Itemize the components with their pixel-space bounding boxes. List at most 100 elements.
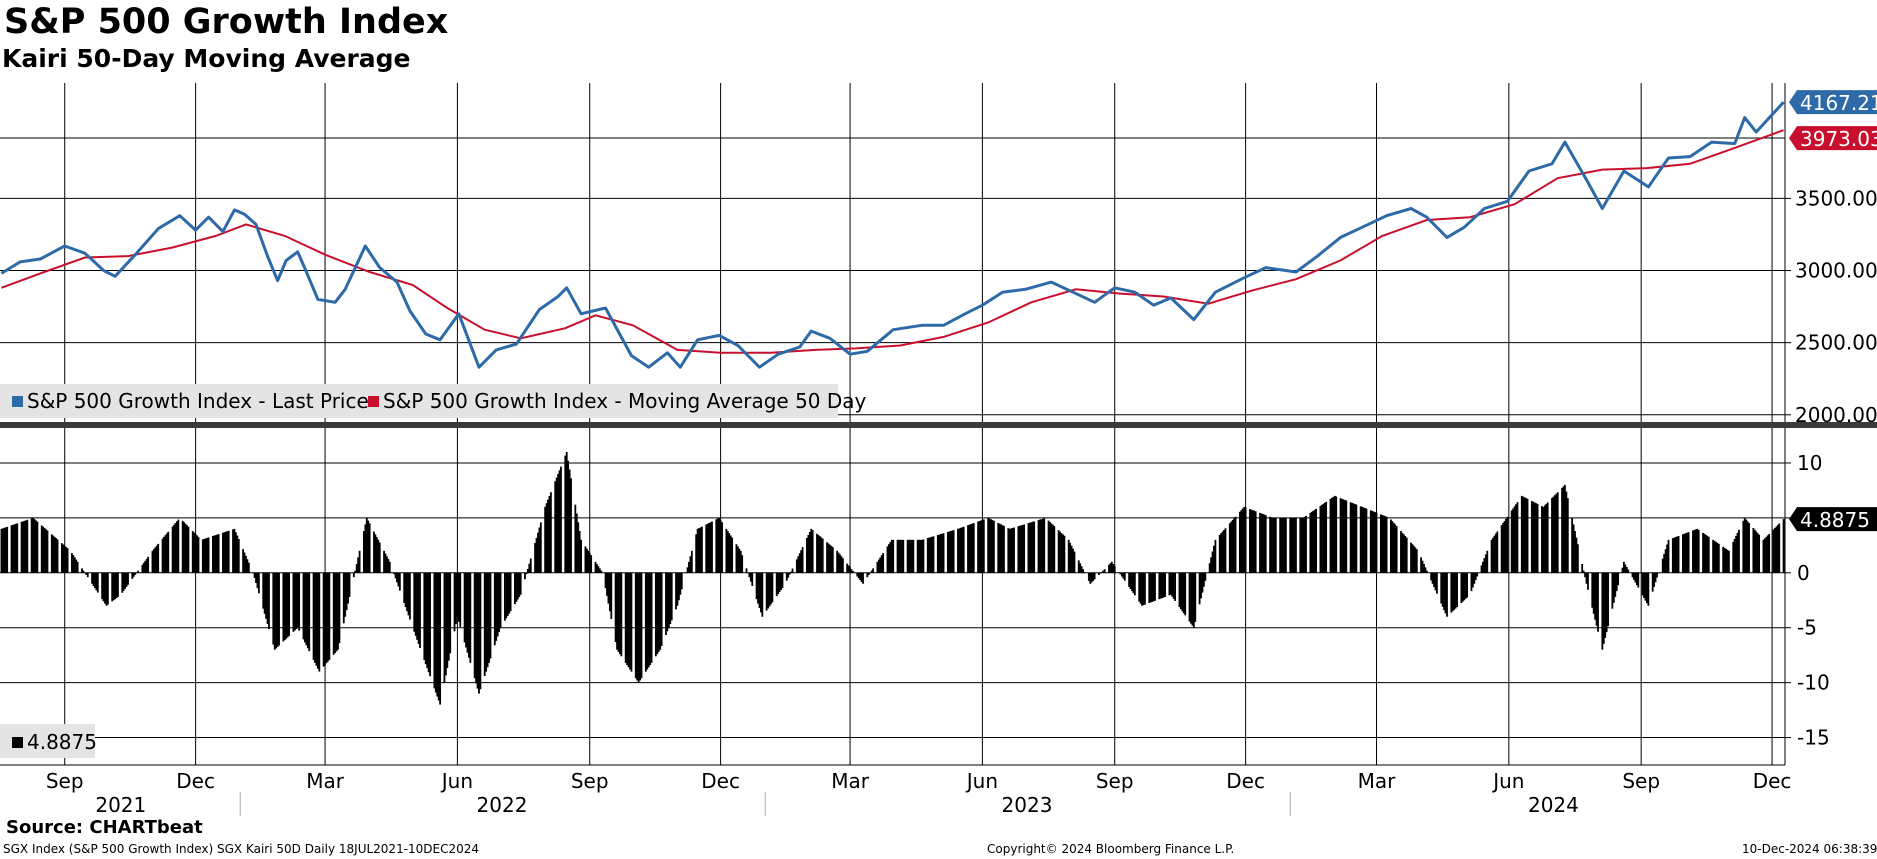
kairi-bar — [253, 572, 256, 578]
kairi-bar — [1411, 544, 1414, 573]
kairi-bar — [14, 523, 17, 573]
kairi-bar — [1280, 517, 1283, 573]
kairi-bar — [1230, 521, 1233, 573]
kairi-bar — [153, 549, 155, 573]
kairi-bar — [837, 552, 840, 573]
kairi-bar — [499, 572, 502, 628]
kairi-bar — [1681, 534, 1684, 573]
kairi-bar — [587, 550, 590, 573]
kairi-bar — [141, 564, 144, 573]
kairi-bar — [4, 527, 7, 573]
kairi-bar — [1284, 517, 1287, 573]
kairi-bar — [545, 503, 548, 573]
kairi-bar — [719, 520, 722, 573]
kairi-bar — [1077, 560, 1080, 573]
kairi-bar — [1270, 517, 1273, 573]
kairi-bar — [375, 537, 378, 573]
kairi-bar — [967, 525, 969, 573]
kairi-bar — [619, 572, 621, 655]
kairi-bar — [780, 572, 782, 590]
kairi-bar — [446, 572, 449, 668]
kairi-bar — [1261, 514, 1264, 573]
kairi-bar — [1264, 515, 1267, 573]
kairi-bar — [344, 572, 347, 617]
kairi-bar — [1612, 572, 1615, 603]
kairi-bar — [1188, 572, 1191, 622]
kairi-bar — [404, 572, 407, 608]
kairi-bar — [1003, 525, 1005, 573]
kairi-bar — [1533, 502, 1536, 573]
kairi-bar — [961, 527, 964, 573]
kairi-bar — [176, 521, 178, 573]
kairi-bar — [101, 572, 104, 600]
kairi-bar — [1500, 525, 1503, 573]
kairi-bar — [276, 572, 279, 647]
kairi-bar — [22, 521, 24, 573]
kairi-bar — [1520, 495, 1523, 573]
kairi-bar — [896, 539, 899, 573]
kairi-bar — [1512, 508, 1515, 573]
kairi-bar — [588, 553, 591, 573]
kairi-bar — [1601, 572, 1604, 650]
kairi-bar — [1782, 519, 1785, 573]
kairi-bar — [1063, 535, 1066, 573]
kairi-bar — [630, 572, 633, 672]
kairi-bar — [761, 572, 764, 617]
kairi-bar — [273, 572, 276, 650]
kairi-bar — [1343, 499, 1346, 573]
kairi-bar — [417, 572, 420, 644]
kairi-bar — [1333, 495, 1336, 573]
kairi-bar — [749, 572, 752, 582]
kairi-bar — [1047, 520, 1050, 573]
kairi-bar — [1295, 517, 1297, 573]
kairi-bar — [433, 572, 436, 689]
kairi-bar — [1595, 572, 1598, 626]
kairi-bar — [447, 572, 450, 661]
kairi-bar — [715, 519, 718, 573]
kairi-bar — [1555, 493, 1558, 573]
kairi-bar — [1546, 502, 1549, 573]
kairi-bar — [578, 531, 581, 573]
kairi-bar — [1182, 572, 1185, 614]
kairi-bar — [926, 538, 929, 573]
kairi-bar — [548, 495, 551, 573]
kairi-bar — [488, 572, 490, 663]
kairi-bar — [1572, 524, 1575, 573]
kairi-bar — [574, 504, 577, 573]
kairi-bar — [1228, 523, 1231, 573]
kairi-bar — [444, 572, 447, 676]
kairi-bar — [929, 537, 932, 573]
kairi-bar — [1604, 572, 1607, 638]
kairi-bar — [549, 492, 552, 573]
x-year-label: 2023 — [1002, 793, 1053, 817]
kairi-bar — [1766, 535, 1769, 573]
kairi-bar — [1131, 572, 1133, 592]
kairi-bar — [1453, 572, 1456, 610]
kairi-bar — [489, 572, 492, 659]
kairi-bar — [1331, 497, 1333, 573]
kairi-bar — [869, 572, 872, 574]
kairi-bar — [872, 568, 874, 573]
kairi-bar — [679, 572, 682, 595]
kairi-bar — [1310, 511, 1313, 573]
kairi-bar — [817, 534, 820, 573]
kairi-bar — [725, 528, 728, 573]
kairi-bar — [151, 550, 154, 573]
kairi-bar — [23, 520, 26, 573]
kairi-bar — [302, 572, 305, 640]
kairi-bar — [1028, 522, 1031, 573]
kairi-bar — [1433, 572, 1435, 588]
kairi-bar — [419, 572, 421, 648]
kairi-bar — [1722, 546, 1725, 573]
kairi-bar — [26, 519, 29, 573]
kairi-bar — [1625, 566, 1628, 573]
kairi-bar — [1423, 564, 1425, 573]
kairi-bar — [775, 572, 778, 597]
legend-background — [0, 384, 838, 418]
x-tick-label: Mar — [1358, 769, 1397, 793]
kairi-bar — [485, 572, 488, 672]
kairi-bar — [731, 537, 734, 573]
kairi-bar — [1050, 523, 1053, 573]
kairi-bar — [1664, 549, 1667, 573]
kairi-bar — [393, 572, 396, 575]
